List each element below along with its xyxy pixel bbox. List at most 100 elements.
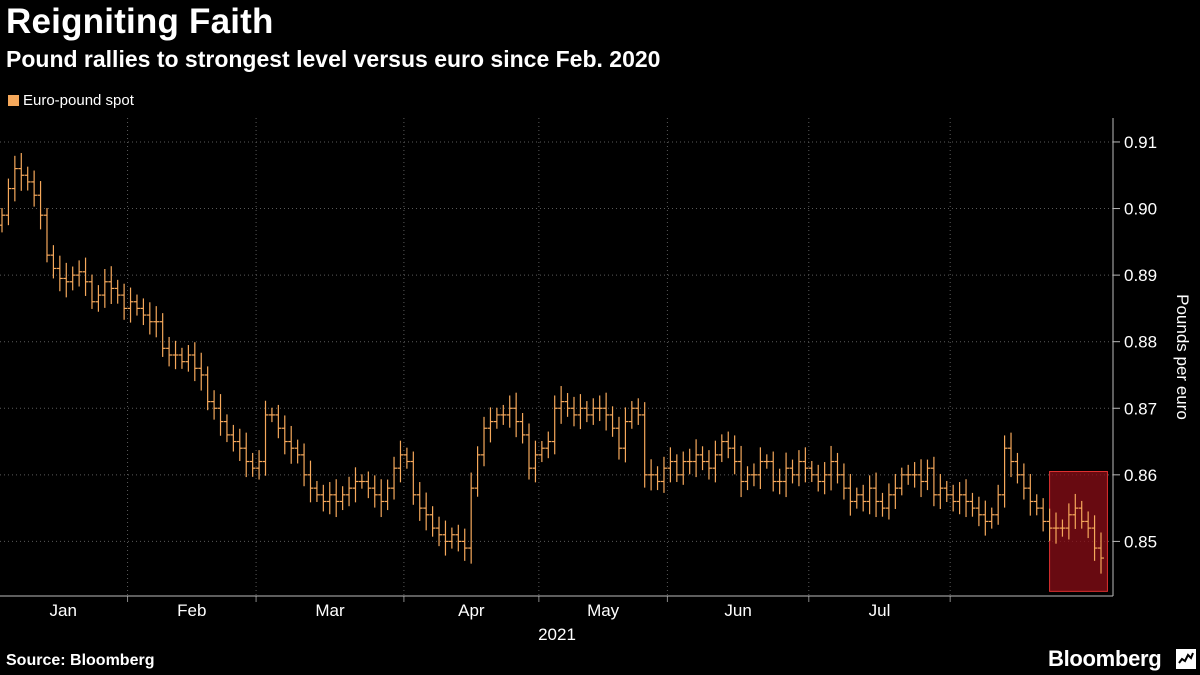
ohlc-bar — [892, 473, 899, 509]
ohlc-bar — [590, 398, 597, 425]
ohlc-bar — [313, 480, 320, 502]
ohlc-bar — [545, 431, 552, 459]
ohlc-bar — [802, 447, 809, 483]
y-tick-label: 0.85 — [1124, 532, 1157, 551]
ohlc-bar — [474, 446, 481, 497]
ohlc-bar — [371, 475, 378, 508]
ohlc-bar — [860, 484, 867, 512]
y-axis-title: Pounds per euro — [1173, 294, 1192, 420]
ohlc-bar — [294, 439, 301, 464]
ohlc-bar — [18, 153, 25, 191]
ohlc-bar — [660, 456, 667, 493]
bloomberg-chart-icon — [1176, 649, 1196, 669]
ohlc-bar — [795, 450, 802, 487]
ohlc-bar — [911, 462, 918, 488]
ohlc-bar — [31, 170, 38, 207]
ohlc-bar — [834, 452, 841, 484]
ohlc-bar — [853, 487, 860, 509]
ohlc-bar — [127, 287, 134, 323]
ohlc-bar — [519, 412, 526, 444]
ohlc-bar — [564, 393, 571, 417]
ohlc-bar — [159, 313, 166, 357]
ohlc-bar — [937, 473, 944, 509]
ohlc-bar — [930, 456, 937, 507]
ohlc-bar — [436, 516, 443, 547]
ohlc-bar — [198, 352, 205, 391]
ohlc-bar — [410, 451, 417, 505]
ohlc-bar — [757, 447, 764, 490]
ohlc-bar — [699, 446, 706, 471]
ohlc-bar — [866, 475, 873, 515]
ohlc-bar — [783, 452, 790, 498]
ohlc-bar — [346, 476, 353, 507]
ohlc-bar — [750, 463, 757, 487]
ohlc-bar — [223, 414, 230, 443]
ohlc-bar — [88, 274, 95, 309]
x-tick-label: May — [587, 601, 620, 620]
ohlc-bar — [146, 302, 153, 335]
ohlc-bar — [963, 479, 970, 518]
ohlc-bar — [532, 440, 539, 483]
ohlc-bar — [429, 506, 436, 537]
ohlc-bar — [275, 404, 282, 439]
ohlc-bar — [1046, 508, 1053, 541]
ohlc-bar — [1053, 512, 1060, 544]
ohlc-bar — [1001, 435, 1008, 508]
ohlc-bar — [43, 208, 50, 263]
ohlc-bar — [551, 395, 558, 455]
ohlc-bar — [50, 245, 57, 279]
chart-subtitle: Pound rallies to strongest level versus … — [6, 46, 661, 72]
ohlc-bar — [738, 445, 745, 498]
ohlc-bar — [416, 482, 423, 521]
ohlc-bar — [11, 155, 18, 202]
ohlc-bar — [256, 450, 263, 480]
ohlc-bar — [339, 486, 346, 511]
source-label: Source: Bloomberg — [6, 652, 155, 669]
ohlc-bar — [493, 407, 500, 429]
ohlc-bar — [153, 306, 160, 338]
ohlc-bar — [397, 440, 404, 483]
ohlc-bar — [185, 345, 192, 372]
ohlc-bar — [391, 456, 398, 500]
ohlc-bar — [236, 428, 243, 461]
ohlc-bar — [468, 472, 475, 564]
ohlc-bar — [840, 463, 847, 500]
ohlc-bar — [1033, 494, 1040, 516]
x-tick-label: Jun — [724, 601, 751, 620]
y-tick-label: 0.86 — [1124, 466, 1157, 485]
ohlc-bar — [654, 466, 661, 491]
y-tick-label: 0.91 — [1124, 133, 1157, 152]
ohlc-bar — [211, 390, 218, 420]
ohlc-bar — [352, 467, 359, 503]
ohlc-bar — [307, 460, 314, 503]
ohlc-bar — [763, 454, 770, 469]
ohlc-bar — [0, 208, 5, 233]
ohlc-bar — [808, 460, 815, 483]
x-tick-label: Mar — [315, 601, 345, 620]
ohlc-bar — [301, 443, 308, 487]
chart-title: Reigniting Faith — [6, 2, 274, 41]
ohlc-bar — [879, 492, 886, 517]
ohlc-bar — [673, 454, 680, 483]
ohlc-bar — [725, 431, 732, 459]
ohlc-bar — [956, 482, 963, 515]
ohlc-bar — [358, 474, 365, 489]
ohlc-bar — [603, 392, 610, 431]
ohlc-bar — [481, 416, 488, 467]
ohlc-bar — [641, 402, 648, 488]
ohlc-bar — [847, 473, 854, 516]
ohlc-bar — [1027, 473, 1034, 516]
ohlc-bar — [333, 479, 340, 518]
ohlc-bar — [133, 294, 140, 316]
ohlc-bar — [1014, 452, 1021, 484]
x-tick-label: Apr — [458, 601, 485, 620]
x-tick-label: Jan — [50, 601, 77, 620]
ohlc-bar — [243, 432, 250, 478]
ohlc-bar — [166, 336, 173, 367]
ohlc-bar — [448, 527, 455, 549]
ohlc-bar — [506, 395, 513, 428]
ohlc-bar — [204, 366, 211, 411]
ohlc-bar — [69, 266, 76, 291]
ohlc-bar — [821, 462, 828, 495]
ohlc-bar — [403, 447, 410, 469]
